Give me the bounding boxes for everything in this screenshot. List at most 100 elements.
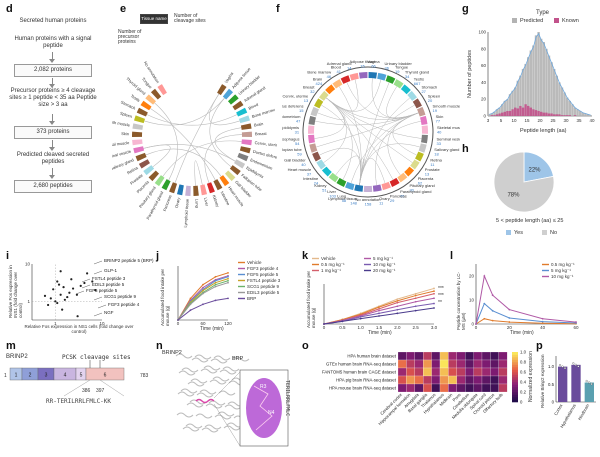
scatter-point	[57, 283, 61, 286]
circos-label: Tongue	[395, 65, 409, 70]
circos-segment	[421, 125, 428, 134]
scatter-point	[86, 272, 89, 275]
circos-count: 11	[430, 162, 435, 167]
ribbon-segment	[195, 413, 213, 419]
heatmap-cell	[456, 351, 466, 361]
heatmap-cell	[414, 351, 424, 361]
bar-datapoint	[563, 367, 567, 370]
panel-label-n: n	[156, 340, 163, 352]
heatmap-cell	[481, 359, 491, 369]
circos-segment	[234, 159, 246, 169]
flow-box3: 2,680 peptides	[14, 180, 92, 193]
histogram-bar	[524, 104, 527, 116]
legend-label: BRP	[247, 296, 256, 301]
circos-label: Stomach	[120, 99, 136, 110]
circos-label: Testis	[414, 76, 424, 81]
heatmap-cell	[448, 383, 457, 393]
annotation-leader	[93, 270, 103, 275]
circos-segment	[134, 115, 146, 124]
x-tick-label: 25	[550, 118, 556, 123]
series-point	[396, 301, 399, 304]
colorbar-step	[512, 382, 518, 385]
protein-domain	[85, 367, 125, 381]
histogram-bar	[527, 57, 530, 116]
series-point	[359, 317, 362, 320]
circos-segment	[316, 159, 326, 170]
line-l-svg: 0 20 40 60 0 10 20 0.5 mg kg⁻¹5 mg kg⁻¹10 mg kg…	[469, 262, 579, 330]
annotation-leader	[93, 296, 103, 301]
circos-count: 58	[342, 198, 347, 203]
x-tick-label: 5	[500, 118, 503, 123]
histogram-bar	[506, 99, 509, 116]
legend-cleavage: Number of cleavage sites	[174, 13, 206, 24]
ribbon-segment	[194, 354, 212, 360]
y-tick-label: 20	[469, 274, 475, 279]
histogram-bar	[560, 115, 564, 116]
scatter-point	[66, 295, 69, 299]
axis-ylabel: Accumulated food intake per mouse (g)	[160, 268, 170, 326]
protein-start: 1	[4, 373, 7, 379]
series-point	[214, 285, 217, 288]
ribbon-segment	[181, 367, 199, 373]
series-point	[396, 298, 399, 301]
residue-c12: C12	[242, 428, 252, 434]
circos-segment	[238, 115, 250, 124]
scatter-annotation: NGF	[104, 310, 114, 315]
ribbon-segment	[214, 414, 232, 420]
series-point	[227, 279, 229, 282]
heatmap-cell	[423, 383, 432, 393]
circos-label: Ovary	[174, 197, 181, 208]
scatter-point	[91, 280, 94, 283]
heatmap-cell	[448, 351, 457, 361]
circos-label: Pancreas	[390, 193, 407, 198]
significance-label: ***	[438, 293, 444, 299]
scatter-point	[63, 298, 66, 301]
ribbon-segment	[180, 388, 198, 394]
circos-outer-ring	[302, 66, 434, 198]
circos-segment	[354, 184, 364, 192]
histogram-bar	[555, 114, 558, 116]
circos-link	[386, 86, 419, 119]
flow-step2: Precursor proteins ≥ 4 cleavage sites ≥ …	[9, 88, 97, 108]
scatter-i: 1 10 1 10 BRINP2 peptide 5 (BRP) GLP-1 FSTL4 p…	[4, 254, 154, 340]
histogram-bar	[566, 115, 569, 116]
colorbar-step	[512, 384, 518, 388]
colorbar-tick: 0.4	[520, 380, 527, 385]
ribbon-segment	[217, 411, 235, 417]
circos-segment	[372, 184, 382, 192]
circos-segment	[132, 139, 143, 146]
scatter-point	[75, 293, 79, 296]
heatmap-col-label: Pons	[451, 392, 461, 402]
circos-segment	[404, 166, 415, 177]
heatmap-cell	[439, 367, 449, 377]
series-line	[475, 318, 577, 325]
x-tick-label: 35	[576, 118, 582, 123]
series-point	[227, 297, 229, 300]
circos-segment	[340, 75, 351, 84]
ribbon-segment	[200, 368, 218, 374]
series-point	[508, 321, 511, 323]
colorbar-step	[512, 389, 518, 393]
circos-count: 14	[347, 66, 352, 71]
histogram-bar	[511, 90, 514, 116]
ribbon-segment	[205, 403, 223, 409]
bar-datapoint	[577, 365, 580, 368]
circos-label: Spleen	[119, 110, 132, 119]
circos-segment	[336, 177, 347, 187]
circos-count: 41	[337, 69, 342, 74]
axis-ylabel: Peptide concentration by LC-MS (μM)	[456, 271, 466, 330]
domain-label: 6	[104, 373, 107, 379]
colorbar-step	[512, 392, 518, 395]
circos-label: Thyroid gland	[405, 70, 429, 75]
legend-label: 10 mg kg⁻¹	[373, 262, 396, 267]
panel-label-p: p	[536, 340, 543, 352]
flow-step3: Predicted cleaved secreted peptides	[16, 152, 90, 165]
circos-label: Breast	[303, 84, 315, 89]
series-point	[433, 290, 435, 293]
heatmap-row-label: HPA mouse brain RNA-seq dataset	[329, 386, 397, 391]
series-point	[323, 323, 325, 325]
circos-label: Skin	[436, 114, 444, 119]
circos-segment	[393, 79, 404, 89]
pie-h-svg: 22% 78%	[493, 151, 555, 213]
